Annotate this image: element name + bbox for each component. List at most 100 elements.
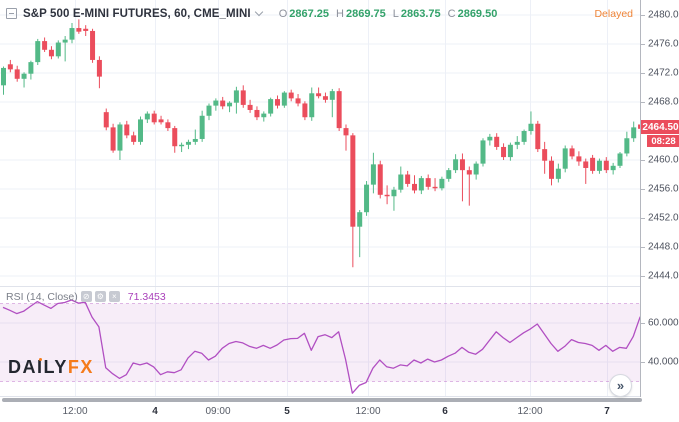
candle-body: [439, 178, 445, 189]
candle-body: [55, 42, 61, 57]
candle-body: [275, 99, 280, 106]
candle-body: [35, 41, 41, 63]
logo-text-fx: FX: [67, 357, 94, 377]
candle-body: [590, 157, 596, 171]
candle-body: [487, 136, 493, 141]
candle-body: [103, 112, 109, 128]
candle-body: [535, 123, 541, 150]
candle-body: [418, 178, 424, 191]
candle-body: [220, 100, 226, 107]
price-axis[interactable]: 2480.002476.002472.002468.002464.002460.…: [640, 0, 679, 397]
remove-indicator-icon[interactable]: ×: [108, 291, 120, 302]
candle-body: [83, 28, 89, 31]
candle-body: [288, 92, 294, 99]
price-axis-label: 2456.00: [648, 183, 679, 195]
rsi-indicator-title[interactable]: RSI (14, Close): [6, 290, 78, 303]
candle-body: [138, 119, 143, 142]
candle-body: [213, 100, 219, 106]
candle-body: [316, 93, 322, 97]
candle-body: [398, 174, 404, 190]
bar-countdown-badge: 08:28: [647, 135, 679, 148]
candle-body: [206, 105, 212, 116]
price-axis-label: 2444.00: [648, 270, 679, 282]
candle-body: [240, 90, 246, 105]
ohlc-value: 2869.50: [457, 7, 498, 20]
rsi-line: [2, 299, 641, 394]
candle-body: [343, 128, 349, 136]
time-axis-label: 4: [152, 406, 158, 417]
candle-body: [124, 124, 130, 136]
candle-body: [364, 184, 370, 213]
price-axis-label: 2452.00: [648, 212, 679, 224]
pane-separator[interactable]: [0, 286, 679, 287]
candle-body: [42, 41, 48, 50]
ohlc-letter: L: [392, 7, 399, 20]
logo-text-ly: LY: [43, 357, 68, 377]
candle-body: [158, 119, 164, 123]
candle-body: [528, 123, 534, 131]
candle-body: [583, 161, 589, 168]
candle-body: [466, 170, 472, 175]
double-chevron-right-icon: »: [616, 378, 625, 393]
time-axis-label: 09:00: [205, 406, 231, 417]
axis-tick: [641, 218, 645, 219]
candle-body: [507, 144, 513, 158]
price-axis-label: 2460.00: [648, 154, 679, 166]
time-axis-label: 12:00: [62, 406, 88, 417]
candle-body: [172, 128, 178, 147]
candle-body: [357, 212, 363, 227]
candle-body: [192, 138, 198, 142]
axis-tick: [641, 189, 645, 190]
hide-indicator-icon[interactable]: ⊘: [80, 291, 92, 302]
time-axis-label: 7: [604, 406, 610, 417]
candle-body: [179, 144, 185, 147]
symbol-title[interactable]: S&P 500 E-MINI FUTURES, 60, CME_MINI: [23, 7, 251, 20]
axis-tick: [641, 323, 645, 324]
scroll-to-latest-button[interactable]: »: [609, 374, 632, 397]
ohlc-letter: C: [447, 7, 456, 20]
axis-tick: [641, 44, 645, 45]
candle-body: [309, 93, 315, 118]
candle-body: [603, 160, 609, 171]
candle-body: [90, 30, 96, 60]
candle-body: [405, 174, 411, 184]
candle-body: [144, 113, 150, 120]
candle-body: [617, 153, 623, 166]
candle-body: [480, 140, 486, 164]
candle-body: [391, 189, 397, 197]
candle-body: [69, 28, 75, 40]
price-axis-label: 2480.00: [648, 9, 679, 21]
collapse-pane-icon[interactable]: [6, 8, 17, 19]
price-axis-label: 2472.00: [648, 67, 679, 79]
candle-body: [14, 69, 20, 79]
candle-body: [555, 168, 561, 179]
candle-body: [165, 122, 171, 129]
candle-body: [62, 39, 68, 43]
candle-body: [576, 156, 582, 162]
candle-body: [329, 91, 335, 100]
candle-body: [494, 136, 500, 147]
indicator-settings-icon[interactable]: ⚙: [94, 291, 106, 302]
candle-body: [76, 28, 82, 32]
axis-tick: [641, 160, 645, 161]
symbol-dropdown-caret-icon[interactable]: [256, 9, 262, 15]
horizontal-scrollbar[interactable]: [2, 398, 642, 402]
candle-body: [453, 159, 459, 171]
ohlc-value: 2869.75: [345, 7, 386, 20]
ohlc-letter: H: [336, 7, 344, 20]
rsi-pane-canvas[interactable]: [0, 287, 641, 396]
candle-body: [117, 124, 123, 151]
candle-body: [199, 115, 205, 139]
candle-body: [131, 135, 137, 142]
price-pane-canvas[interactable]: [0, 0, 641, 287]
candle-body: [185, 141, 191, 145]
candle-body: [446, 170, 452, 179]
last-price-badge: 2464.50: [641, 120, 679, 135]
candle-body: [21, 73, 27, 79]
time-axis-label: 5: [284, 406, 290, 417]
rsi-axis-label: 60.0000: [648, 317, 679, 329]
price-axis-label: 2448.00: [648, 241, 679, 253]
ohlc-letter: O: [278, 7, 288, 20]
delayed-data-flag: Delayed: [594, 8, 633, 20]
candle-body: [28, 62, 34, 74]
